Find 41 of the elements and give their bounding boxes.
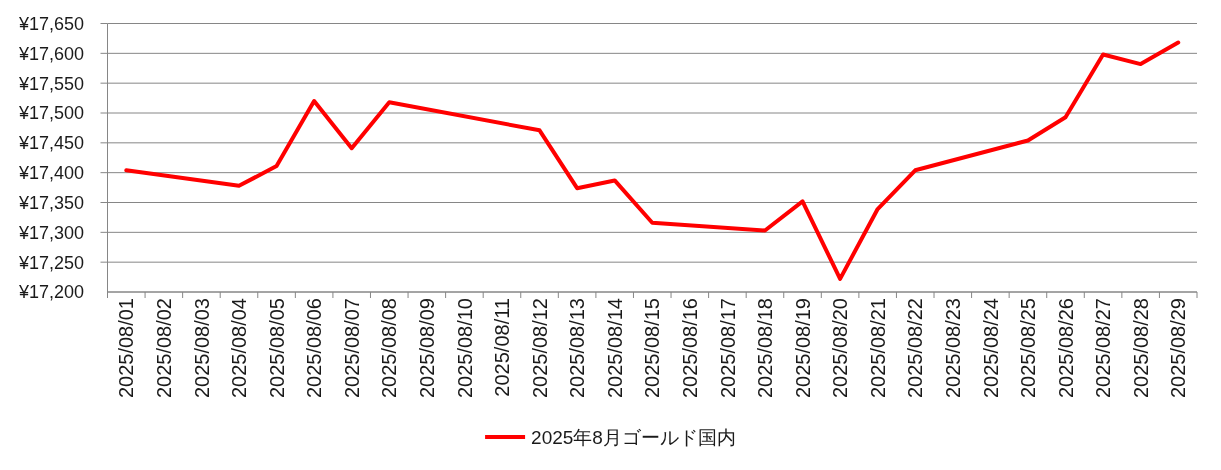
x-tick-label: 2025/08/19 <box>791 298 814 399</box>
line-series <box>124 40 1181 281</box>
x-tick-label: 2025/08/27 <box>1092 298 1115 399</box>
x-tick-label: 2025/08/21 <box>866 298 889 399</box>
x-tick-label: 2025/08/15 <box>641 298 664 399</box>
y-tick-label: ¥17,450 <box>17 133 84 154</box>
x-tick-label: 2025/08/22 <box>904 298 927 399</box>
y-tick-label: ¥17,600 <box>17 43 84 64</box>
y-tick-label: ¥17,400 <box>17 163 84 184</box>
x-tick-label: 2025/08/18 <box>754 298 777 399</box>
x-tick-label: 2025/08/03 <box>190 298 213 399</box>
x-tick-label: 2025/08/14 <box>603 298 626 399</box>
y-tick-label: ¥17,350 <box>17 192 84 213</box>
x-tick-label: 2025/08/02 <box>153 298 176 399</box>
x-tick-label: 2025/08/06 <box>303 298 326 399</box>
y-tick-label: ¥17,550 <box>17 73 84 94</box>
x-tick-label: 2025/08/05 <box>265 298 288 399</box>
x-tick-label: 2025/08/26 <box>1054 298 1077 399</box>
x-tick-label: 2025/08/09 <box>416 298 439 399</box>
x-tick-label: 2025/08/07 <box>340 298 363 399</box>
x-tick-label: 2025/08/04 <box>228 298 251 399</box>
x-tick-label: 2025/08/29 <box>1167 298 1190 399</box>
x-tick-label: 2025/08/12 <box>528 298 551 399</box>
x-tick-label: 2025/08/25 <box>1017 298 1040 399</box>
x-tick-label: 2025/08/10 <box>453 298 476 399</box>
x-tick-label: 2025/08/20 <box>829 298 852 399</box>
x-tick-label: 2025/08/16 <box>679 298 702 399</box>
y-tick-label: ¥17,250 <box>17 252 84 273</box>
y-tick-label: ¥17,300 <box>17 222 84 243</box>
x-tick-label: 2025/08/01 <box>115 298 138 399</box>
x-tick-label: 2025/08/08 <box>378 298 401 399</box>
x-tick-label: 2025/08/17 <box>716 298 739 399</box>
x-tick-label: 2025/08/24 <box>979 298 1002 399</box>
y-tick-label: ¥17,200 <box>17 282 84 303</box>
x-tick-label: 2025/08/13 <box>566 298 589 399</box>
x-tick-label: 2025/08/23 <box>942 298 964 399</box>
y-tick-label: ¥17,650 <box>17 13 84 34</box>
x-tick-label: 2025/08/11 <box>491 298 514 397</box>
legend-label: 2025年8月ゴールド国内 <box>531 426 736 448</box>
y-tick-label: ¥17,500 <box>17 103 84 124</box>
x-tick-label: 2025/08/28 <box>1129 298 1152 399</box>
